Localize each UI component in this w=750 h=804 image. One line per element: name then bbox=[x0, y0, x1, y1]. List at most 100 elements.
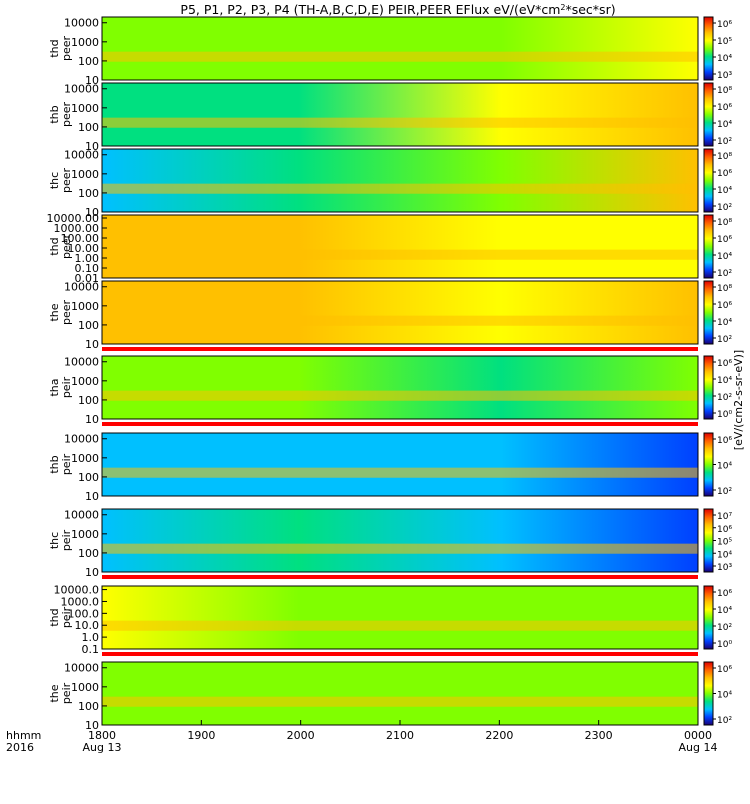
colorbar bbox=[703, 432, 714, 497]
y-tick-label: 1.0 bbox=[82, 631, 100, 644]
y-tick-label: 100 bbox=[78, 547, 99, 560]
panel-thc-peer: 10000 1000 100 10 thc peer 10⁸ 10⁶ 10⁴ 10² bbox=[48, 148, 732, 219]
panel-frame bbox=[101, 16, 699, 81]
panel-frame bbox=[101, 280, 699, 345]
y-tick-label: 1000 bbox=[71, 168, 99, 181]
y-tick-label: 10000.0 bbox=[54, 584, 100, 597]
colorbar-tick-label: 10⁰ bbox=[717, 410, 732, 420]
gap-bar bbox=[102, 575, 698, 579]
colorbar-tick-label: 10⁶ bbox=[717, 235, 732, 245]
colorbar-tick-label: 10⁴ bbox=[717, 186, 732, 196]
y-tick-label: 100.00 bbox=[61, 232, 100, 245]
y-tick-label: 10000 bbox=[64, 433, 99, 446]
panel-thb-peir: 10000 1000 100 10 thb peir 10⁶ 10⁴ 10² bbox=[48, 432, 732, 503]
panel-product-label: peir bbox=[60, 606, 73, 628]
panel-probe-label: tha bbox=[48, 378, 61, 396]
x-tick-date: Aug 13 bbox=[83, 741, 122, 754]
panel-product-label: peir bbox=[60, 529, 73, 551]
panel-probe-label: thd bbox=[48, 39, 61, 57]
colorbar-tick-label: 10² bbox=[717, 269, 732, 279]
colorbar-tick-label: 10² bbox=[717, 203, 732, 213]
spectrogram-band bbox=[102, 315, 698, 326]
spectrogram-image bbox=[102, 662, 698, 725]
y-tick-label: 100 bbox=[78, 55, 99, 68]
colorbar-tick-label: 10³ bbox=[717, 563, 732, 573]
y-tick-label: 1000.0 bbox=[61, 595, 100, 608]
colorbar bbox=[703, 16, 714, 81]
colorbar-tick-label: 10² bbox=[717, 137, 732, 147]
y-tick-label: 10 bbox=[85, 140, 99, 153]
panel-probe-label: the bbox=[48, 303, 61, 321]
colorbar-tick-label: 10⁶ bbox=[717, 359, 732, 369]
gap-bar bbox=[102, 422, 698, 426]
colorbar-tick-label: 10⁷ bbox=[717, 512, 732, 522]
panel-probe-label: thc bbox=[48, 532, 61, 549]
y-tick-label: 10000 bbox=[64, 83, 99, 96]
colorbar bbox=[703, 280, 714, 345]
y-tick-label: 100 bbox=[78, 394, 99, 407]
y-tick-label: 10.00 bbox=[68, 242, 100, 255]
panel-probe-label: thd bbox=[48, 608, 61, 626]
panel-product-label: peer bbox=[60, 168, 73, 194]
y-tick-label: 100 bbox=[78, 121, 99, 134]
colorbar-tick-label: 10⁴ bbox=[717, 462, 732, 472]
panel-frame bbox=[101, 432, 699, 497]
colorbar-tick-label: 10⁶ bbox=[717, 436, 732, 446]
colorbar-tick-label: 10⁴ bbox=[717, 252, 732, 262]
y-tick-label: 10000.00 bbox=[47, 212, 100, 225]
panel-frame bbox=[101, 82, 699, 147]
x-tick-label: 2100 bbox=[386, 729, 414, 742]
colorbar-tick-label: 10⁴ bbox=[717, 691, 732, 701]
colorbar-tick-label: 10⁴ bbox=[717, 120, 732, 130]
spectrogram-image bbox=[102, 586, 698, 649]
spectrogram-band bbox=[102, 51, 698, 62]
colorbar-tick-label: 10⁵ bbox=[717, 37, 732, 47]
y-tick-label: 100 bbox=[78, 471, 99, 484]
spectrogram-image bbox=[102, 356, 698, 419]
x-tick-label: 1900 bbox=[187, 729, 215, 742]
panel-frame bbox=[101, 508, 699, 573]
panel-thb-peer: 10000 1000 100 10 thb peer 10⁸ 10⁶ 10⁴ 10² bbox=[48, 82, 732, 153]
figure-title: P5, P1, P2, P3, P4 (TH-A,B,C,D,E) PEIR,P… bbox=[180, 2, 615, 17]
colorbar-tick-label: 10⁶ bbox=[717, 20, 732, 30]
spectrogram-band bbox=[102, 696, 698, 707]
colorbar-tick-label: 10⁸ bbox=[717, 152, 732, 162]
colorbar-tick-label: 10⁸ bbox=[717, 218, 732, 228]
colorbar-tick-label: 10³ bbox=[717, 71, 732, 81]
spectrogram-image bbox=[102, 215, 698, 278]
spectrogram-band bbox=[102, 390, 698, 401]
colorbar bbox=[703, 355, 714, 420]
colorbar-tick-label: 10⁴ bbox=[717, 54, 732, 64]
colorbar bbox=[703, 214, 714, 279]
y-tick-label: 10 bbox=[85, 566, 99, 579]
y-tick-label: 1000 bbox=[71, 528, 99, 541]
panel-probe-label: thc bbox=[48, 172, 61, 189]
y-tick-label: 10.0 bbox=[75, 619, 100, 632]
colorbar bbox=[703, 82, 714, 147]
colorbar-tick-label: 10² bbox=[717, 487, 732, 497]
colorbar-tick-label: 10⁶ bbox=[717, 665, 732, 675]
colorbar-tick-label: 10⁶ bbox=[717, 301, 732, 311]
spectrogram-image bbox=[102, 17, 698, 80]
colorbar-tick-label: 10⁴ bbox=[717, 550, 732, 560]
panel-probe-label: the bbox=[48, 684, 61, 702]
y-tick-label: 1000 bbox=[71, 300, 99, 313]
y-tick-label: 0.10 bbox=[75, 262, 100, 275]
colorbar-tick-label: 10⁸ bbox=[717, 86, 732, 96]
x-tick-label: 1800 bbox=[88, 729, 116, 742]
y-tick-label: 100 bbox=[78, 187, 99, 200]
y-tick-label: 1000.00 bbox=[54, 222, 100, 235]
panel-product-label: peer bbox=[60, 36, 73, 62]
colorbar bbox=[703, 148, 714, 213]
panel-frame bbox=[101, 355, 699, 420]
panel-product-label: peir bbox=[60, 376, 73, 398]
x-tick-date: Aug 14 bbox=[679, 741, 718, 754]
colorbar-tick-label: 10⁸ bbox=[717, 284, 732, 294]
spectrogram-band bbox=[102, 467, 698, 478]
gap-bar bbox=[102, 347, 698, 351]
colorbar-tick-label: 10² bbox=[717, 716, 732, 726]
y-tick-label: 10000 bbox=[64, 17, 99, 30]
panel-thc-peir: 10000 1000 100 10 thc peir 10⁷ 10⁶ 10⁵ 10⁴ 10³ bbox=[48, 508, 732, 579]
y-tick-label: 1000 bbox=[71, 375, 99, 388]
